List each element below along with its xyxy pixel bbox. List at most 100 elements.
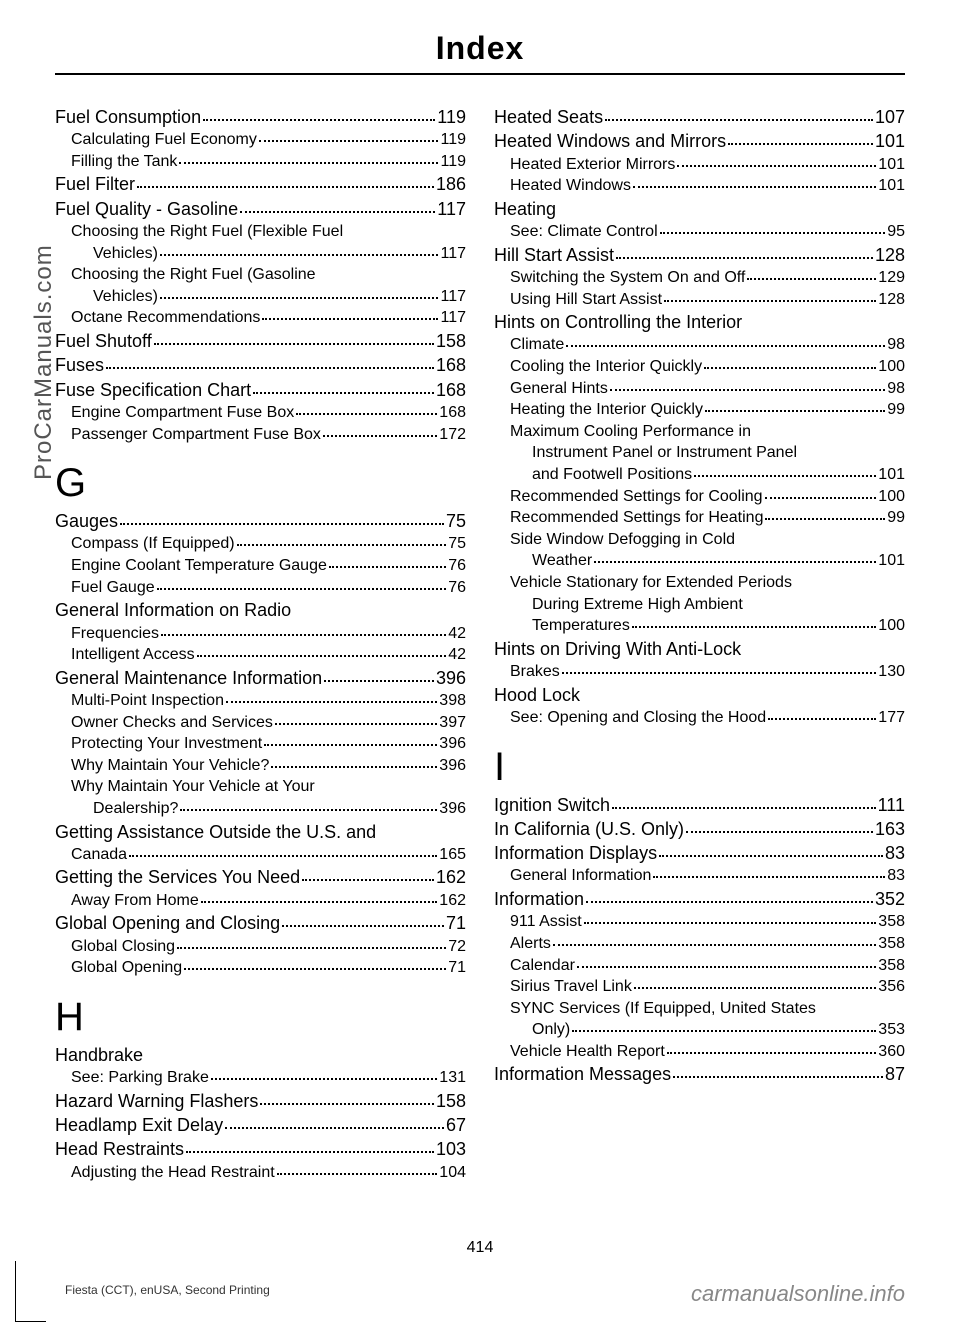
entry-label: Getting Assistance Outside the U.S. and bbox=[55, 820, 376, 844]
watermark-text: ProCarManuals.com bbox=[30, 244, 58, 480]
index-entry: Instrument Panel or Instrument Panel bbox=[494, 442, 905, 464]
index-entry: Vehicles) 117 bbox=[55, 286, 466, 308]
entry-page: 168 bbox=[439, 402, 466, 424]
section-letter: H bbox=[55, 997, 466, 1037]
index-entry: Choosing the Right Fuel (Flexible Fuel bbox=[55, 221, 466, 243]
index-entry: General Information83 bbox=[494, 865, 905, 887]
index-entry: General Maintenance Information396 bbox=[55, 666, 466, 690]
entry-page: 168 bbox=[436, 353, 466, 377]
index-entry: Weather101 bbox=[494, 550, 905, 572]
index-entry: Fuel Shutoff158 bbox=[55, 329, 466, 353]
leader-dots bbox=[612, 807, 876, 809]
entry-label: Maximum Cooling Performance in bbox=[510, 421, 751, 443]
leader-dots bbox=[262, 318, 438, 320]
leader-dots bbox=[562, 672, 877, 674]
entry-label: Heating the Interior Quickly bbox=[510, 399, 703, 421]
left-column: Fuel Consumption119Calculating Fuel Econ… bbox=[55, 105, 466, 1183]
entry-page: 168 bbox=[436, 378, 466, 402]
entry-label: Fuel Shutoff bbox=[55, 329, 152, 353]
entry-label: Vehicles) bbox=[93, 243, 158, 265]
leader-dots bbox=[653, 876, 885, 878]
entry-page: 75 bbox=[446, 509, 466, 533]
entry-label: Headlamp Exit Delay bbox=[55, 1113, 223, 1137]
entry-page: 117 bbox=[440, 286, 466, 308]
entry-label: Engine Compartment Fuse Box bbox=[71, 402, 294, 424]
index-entry: See: Climate Control95 bbox=[494, 221, 905, 243]
entry-label: Handbrake bbox=[55, 1043, 143, 1067]
index-entry: Hints on Driving With Anti-Lock bbox=[494, 637, 905, 661]
section-letter: G bbox=[55, 463, 466, 503]
entry-label: Intelligent Access bbox=[71, 644, 195, 666]
index-entry: Calculating Fuel Economy119 bbox=[55, 129, 466, 151]
entry-label: Dealership? bbox=[93, 798, 178, 820]
index-entry: Handbrake bbox=[55, 1043, 466, 1067]
entry-page: 356 bbox=[878, 976, 905, 998]
entry-label: Canada bbox=[71, 844, 127, 866]
index-entry: Side Window Defogging in Cold bbox=[494, 529, 905, 551]
entry-label: Instrument Panel or Instrument Panel bbox=[532, 442, 797, 464]
leader-dots bbox=[203, 119, 435, 121]
index-entry: Vehicle Health Report360 bbox=[494, 1041, 905, 1063]
entry-label: General Maintenance Information bbox=[55, 666, 322, 690]
leader-dots bbox=[277, 1173, 438, 1175]
index-entry: Maximum Cooling Performance in bbox=[494, 421, 905, 443]
entry-page: 101 bbox=[878, 175, 905, 197]
leader-dots bbox=[225, 1127, 444, 1129]
entry-label: See: Parking Brake bbox=[71, 1067, 209, 1089]
leader-dots bbox=[240, 211, 435, 213]
index-entry: Engine Compartment Fuse Box 168 bbox=[55, 402, 466, 424]
index-entry: Getting the Services You Need162 bbox=[55, 865, 466, 889]
leader-dots bbox=[566, 345, 885, 347]
entry-label: Calendar bbox=[510, 955, 575, 977]
entry-label: Engine Coolant Temperature Gauge bbox=[71, 555, 327, 577]
index-entry: Fuel Filter186 bbox=[55, 172, 466, 196]
leader-dots bbox=[633, 186, 876, 188]
leader-dots bbox=[324, 680, 434, 682]
entry-label: Fuse Specification Chart bbox=[55, 378, 251, 402]
leader-dots bbox=[253, 392, 434, 394]
leader-dots bbox=[161, 634, 446, 636]
entry-page: 76 bbox=[448, 555, 466, 577]
entry-page: 177 bbox=[878, 707, 905, 729]
entry-label: Head Restraints bbox=[55, 1137, 184, 1161]
leader-dots bbox=[106, 367, 434, 369]
leader-dots bbox=[160, 254, 439, 256]
entry-label: Switching the System On and Off bbox=[510, 267, 745, 289]
leader-dots bbox=[157, 588, 447, 590]
entry-page: 83 bbox=[885, 841, 905, 865]
entry-page: 99 bbox=[887, 399, 905, 421]
entry-page: 396 bbox=[439, 798, 466, 820]
index-entry: Frequencies42 bbox=[55, 623, 466, 645]
index-columns: Fuel Consumption119Calculating Fuel Econ… bbox=[55, 105, 905, 1183]
index-entry: SYNC Services (If Equipped, United State… bbox=[494, 998, 905, 1020]
entry-page: 101 bbox=[878, 154, 905, 176]
leader-dots bbox=[160, 297, 439, 299]
index-entry: See: Opening and Closing the Hood177 bbox=[494, 707, 905, 729]
entry-label: Vehicles) bbox=[93, 286, 158, 308]
entry-page: 100 bbox=[878, 356, 905, 378]
leader-dots bbox=[329, 566, 446, 568]
entry-page: 162 bbox=[436, 865, 466, 889]
entry-label: Information Messages bbox=[494, 1062, 671, 1086]
index-entry: Information Messages87 bbox=[494, 1062, 905, 1086]
leader-dots bbox=[610, 389, 885, 391]
entry-label: Why Maintain Your Vehicle at Your bbox=[71, 776, 315, 798]
index-entry: Passenger Compartment Fuse Box172 bbox=[55, 424, 466, 446]
index-entry: Information352 bbox=[494, 887, 905, 911]
entry-page: 165 bbox=[439, 844, 466, 866]
index-entry: Ignition Switch111 bbox=[494, 793, 905, 817]
entry-page: 75 bbox=[448, 533, 466, 555]
entry-page: 162 bbox=[439, 890, 466, 912]
entry-page: 67 bbox=[446, 1113, 466, 1137]
index-entry: Fuel Gauge76 bbox=[55, 577, 466, 599]
entry-label: See: Climate Control bbox=[510, 221, 658, 243]
page-number: 414 bbox=[0, 1239, 960, 1257]
leader-dots bbox=[137, 186, 434, 188]
index-entry: Sirius Travel Link356 bbox=[494, 976, 905, 998]
entry-page: 42 bbox=[448, 644, 466, 666]
entry-page: 396 bbox=[439, 733, 466, 755]
leader-dots bbox=[282, 925, 444, 927]
entry-label: General Hints bbox=[510, 378, 608, 400]
index-entry: Choosing the Right Fuel (Gasoline bbox=[55, 264, 466, 286]
entry-label: Climate bbox=[510, 334, 564, 356]
